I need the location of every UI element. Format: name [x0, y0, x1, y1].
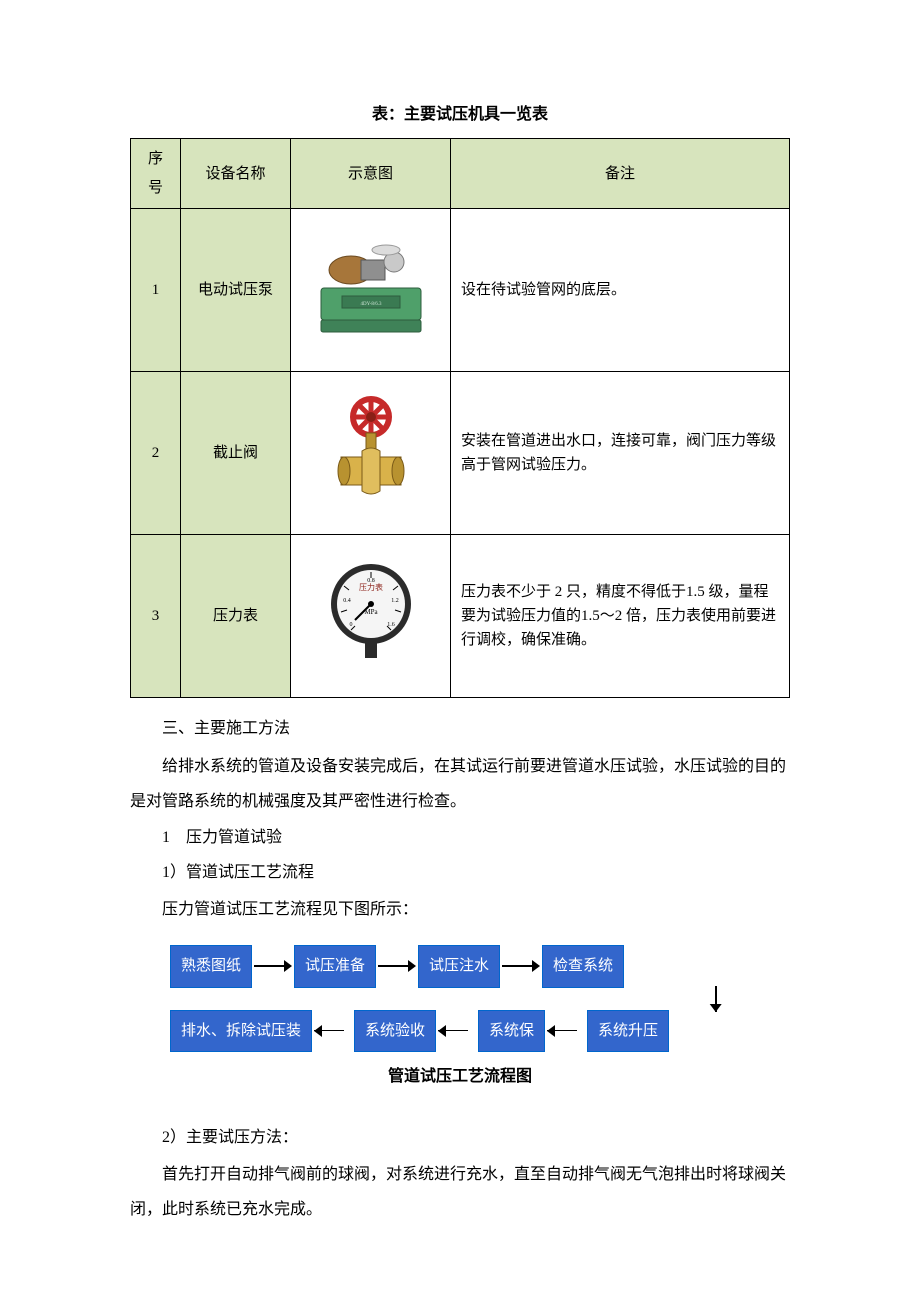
svg-text:0: 0	[349, 622, 352, 628]
cell-remark: 压力表不少于 2 只，精度不得低于1.5 级，量程要为试验压力值的1.5～2 倍…	[451, 535, 790, 698]
table-row: 1 电动试压泵 4DY-8/6.3 设在待试验管网的底层。	[131, 209, 790, 372]
svg-text:1.2: 1.2	[391, 598, 399, 604]
svg-text:0.8: 0.8	[367, 578, 375, 584]
flow-box: 系统保	[478, 1010, 545, 1053]
paragraph: 首先打开自动排气阀前的球阀，对系统进行充水，直至自动排气阀无气泡排出时将球阀关闭…	[130, 1157, 790, 1227]
arrow-left-icon	[545, 1019, 587, 1043]
svg-text:4DY-8/6.3: 4DY-8/6.3	[360, 302, 381, 307]
arrow-left-icon	[436, 1019, 478, 1043]
arrow-right-icon	[252, 954, 294, 978]
flow-row-1: 熟悉图纸 试压准备 试压注水 检查系统	[170, 945, 790, 988]
paragraph: 给排水系统的管道及设备安装完成后，在其试运行前要进管道水压试验，水压试验的目的是…	[130, 749, 790, 819]
flowchart: 熟悉图纸 试压准备 试压注水 检查系统 排水、拆除试压装 系统验收 系统保 系统…	[170, 945, 790, 1052]
list-item: 1 压力管道试验	[130, 823, 790, 853]
section-heading: 三、主要施工方法	[130, 714, 790, 744]
flow-box: 排水、拆除试压装	[170, 1010, 312, 1053]
col-diagram: 示意图	[291, 139, 451, 209]
flow-box: 试压注水	[418, 945, 500, 988]
flow-box: 熟悉图纸	[170, 945, 252, 988]
gauge-icon: 压力表 MPa 0 0.4 0.8 1.2 1.6	[321, 556, 421, 666]
flow-connector-row	[170, 988, 790, 1010]
flow-box: 检查系统	[542, 945, 624, 988]
cell-idx: 1	[131, 209, 181, 372]
flow-box: 试压准备	[294, 945, 376, 988]
cell-idx: 2	[131, 372, 181, 535]
svg-text:0.4: 0.4	[343, 598, 351, 604]
col-name: 设备名称	[181, 139, 291, 209]
paragraph: 压力管道试压工艺流程见下图所示：	[130, 892, 790, 927]
flow-row-2: 排水、拆除试压装 系统验收 系统保 系统升压	[170, 1010, 790, 1053]
valve-icon	[316, 393, 426, 503]
cell-diagram	[291, 372, 451, 535]
cell-diagram: 压力表 MPa 0 0.4 0.8 1.2 1.6	[291, 535, 451, 698]
cell-remark: 安装在管道进出水口，连接可靠，阀门压力等级高于管网试验压力。	[451, 372, 790, 535]
table-title: 表：主要试压机具一览表	[130, 100, 790, 130]
pump-icon: 4DY-8/6.3	[306, 230, 436, 340]
list-item: 2）主要试压方法：	[130, 1123, 790, 1153]
equipment-table: 序号 设备名称 示意图 备注 1 电动试压泵	[130, 138, 790, 698]
document-page: 表：主要试压机具一览表 序号 设备名称 示意图 备注 1 电动试压泵	[0, 0, 920, 1291]
arrow-left-icon	[312, 1019, 354, 1043]
flow-box: 系统验收	[354, 1010, 436, 1053]
arrow-right-icon	[376, 954, 418, 978]
arrow-right-icon	[500, 954, 542, 978]
flow-box: 系统升压	[587, 1010, 669, 1053]
svg-text:1.6: 1.6	[387, 622, 395, 628]
flowchart-caption: 管道试压工艺流程图	[130, 1062, 790, 1092]
col-remark: 备注	[451, 139, 790, 209]
cell-name: 压力表	[181, 535, 291, 698]
table-row: 3 压力表	[131, 535, 790, 698]
list-item: 1）管道试压工艺流程	[130, 858, 790, 888]
col-idx: 序号	[131, 139, 181, 209]
cell-diagram: 4DY-8/6.3	[291, 209, 451, 372]
cell-idx: 3	[131, 535, 181, 698]
cell-remark: 设在待试验管网的底层。	[451, 209, 790, 372]
cell-name: 电动试压泵	[181, 209, 291, 372]
table-header-row: 序号 设备名称 示意图 备注	[131, 139, 790, 209]
table-row: 2 截止阀	[131, 372, 790, 535]
cell-name: 截止阀	[181, 372, 291, 535]
